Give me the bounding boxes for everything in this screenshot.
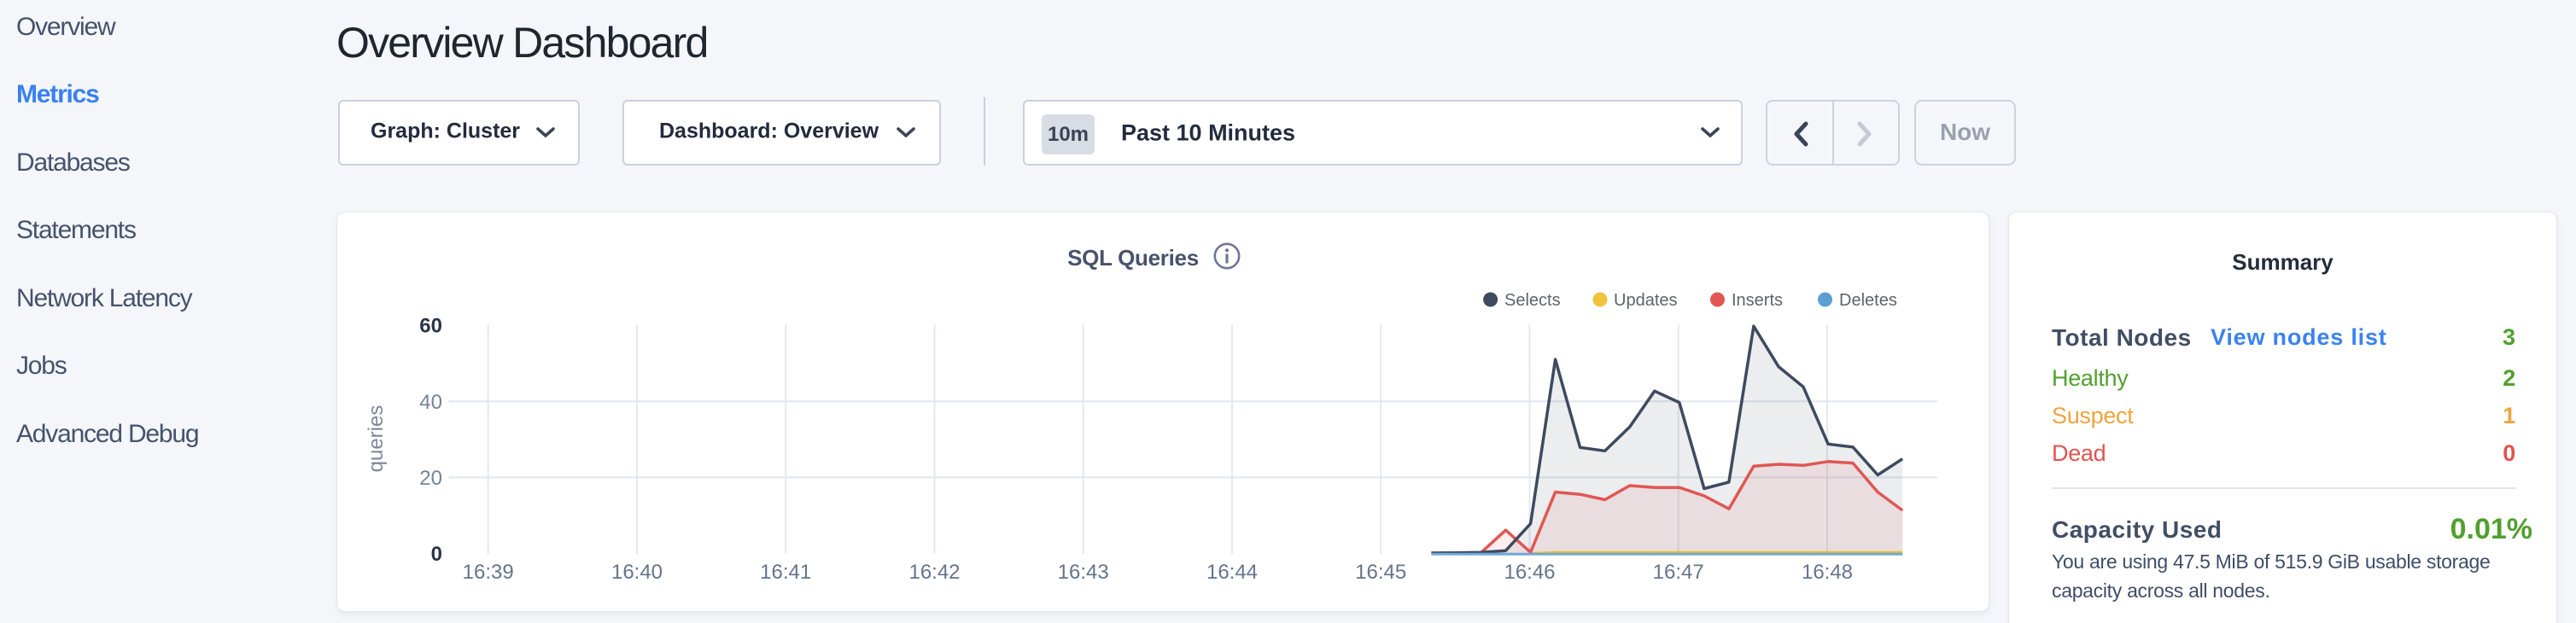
svg-text:Updates: Updates [1614,291,1678,310]
svg-text:16:39: 16:39 [463,561,514,584]
svg-text:16:41: 16:41 [760,561,811,584]
svg-text:40: 40 [419,391,442,414]
svg-text:Selects: Selects [1504,291,1561,310]
svg-text:16:46: 16:46 [1504,561,1555,584]
svg-text:0: 0 [431,543,442,566]
svg-text:20: 20 [419,467,442,490]
svg-text:16:48: 16:48 [1802,561,1853,584]
svg-text:queries: queries [365,405,388,473]
svg-text:16:44: 16:44 [1206,561,1258,584]
svg-text:Deletes: Deletes [1839,291,1897,310]
svg-text:Inserts: Inserts [1732,291,1783,310]
svg-text:16:45: 16:45 [1355,561,1406,584]
svg-text:16:43: 16:43 [1058,561,1109,584]
svg-text:16:42: 16:42 [908,561,960,584]
svg-text:16:47: 16:47 [1653,561,1704,584]
svg-text:60: 60 [419,315,442,338]
svg-text:16:40: 16:40 [611,561,663,584]
